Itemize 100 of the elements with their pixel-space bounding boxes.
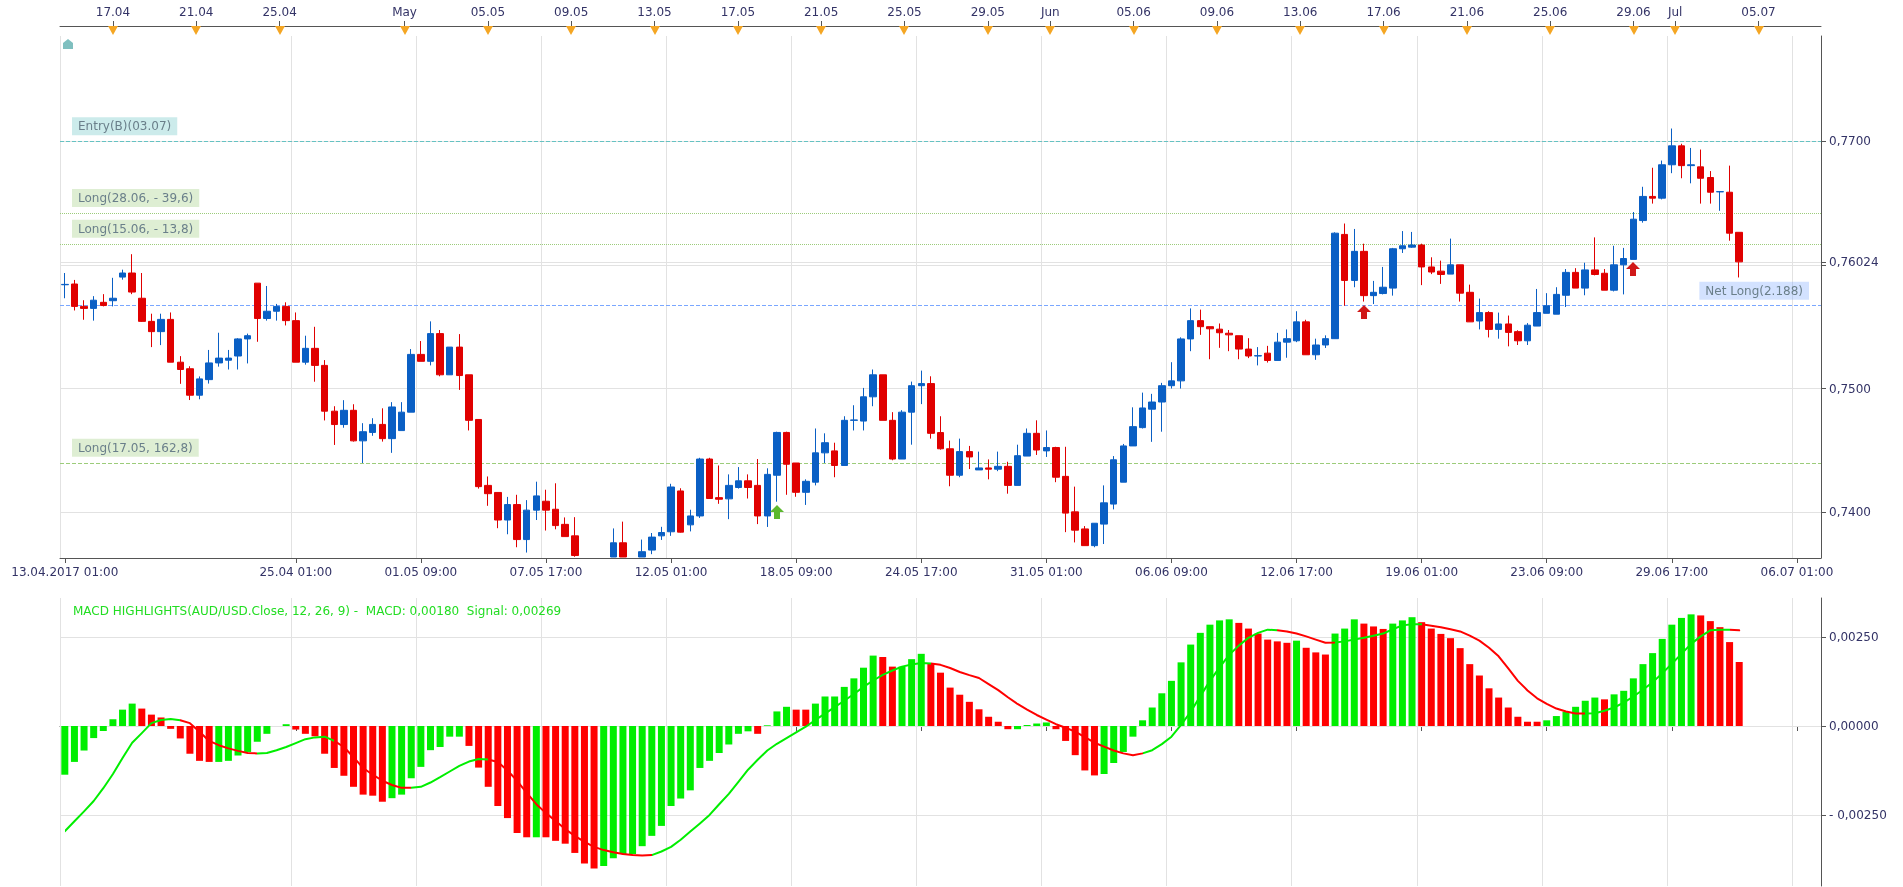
bar xyxy=(1148,707,1156,726)
x2-tick-label: 13.06 xyxy=(1283,5,1318,19)
candlestick xyxy=(1206,326,1214,360)
bar xyxy=(1600,699,1608,726)
candlestick xyxy=(1120,443,1127,483)
bar xyxy=(475,726,483,768)
x-tick-label: 24.05 17:00 xyxy=(884,565,958,579)
candlestick xyxy=(1437,260,1445,285)
bar xyxy=(821,696,829,726)
candlestick xyxy=(282,301,290,326)
candlestick xyxy=(513,494,521,548)
candlestick xyxy=(898,409,906,460)
y-tick-label: 0,7400 xyxy=(1829,505,1871,520)
bar xyxy=(850,678,858,726)
candlestick xyxy=(1014,444,1021,486)
candlestick xyxy=(1293,310,1300,343)
bar xyxy=(657,726,665,826)
candlestick xyxy=(1091,522,1098,548)
bar xyxy=(1687,614,1695,726)
bar xyxy=(1649,653,1657,726)
candlestick xyxy=(119,269,126,281)
candlestick xyxy=(100,293,107,307)
bar xyxy=(378,726,386,802)
bar xyxy=(1504,707,1512,726)
candlestick xyxy=(1312,338,1320,361)
candlestick xyxy=(956,438,963,478)
candlestick xyxy=(379,407,386,443)
bar xyxy=(388,726,396,799)
candlestick xyxy=(648,532,656,555)
text: MACD HIGHLIGHTS(AUD/USD.Close, 12, 26, 9) - MACD: 0,00180 Signal: 0,00269 xyxy=(73,604,562,618)
candlestick xyxy=(1707,170,1714,205)
candlestick xyxy=(1004,461,1012,495)
candlestick xyxy=(1283,328,1291,359)
x-tick-label: 13.04.2017 01:00 xyxy=(11,565,119,579)
bar xyxy=(734,726,742,734)
bar xyxy=(398,726,406,795)
candlestick xyxy=(1264,345,1271,364)
bar xyxy=(1071,726,1079,756)
bar xyxy=(138,708,146,726)
candlestick xyxy=(725,473,733,520)
candlestick xyxy=(109,277,117,307)
candlestick xyxy=(205,349,213,385)
bar xyxy=(1119,726,1127,752)
candlestick xyxy=(1187,307,1194,352)
line-series xyxy=(63,623,1741,857)
bar xyxy=(1456,648,1464,726)
y-tick-label: 0,00250 xyxy=(1829,630,1879,645)
x2-tick-label: 05.07 xyxy=(1741,5,1776,19)
candlestick xyxy=(792,462,800,498)
x2-tick-label: 25.06 xyxy=(1533,5,1568,19)
bar xyxy=(908,659,916,726)
candlestick xyxy=(735,466,742,490)
bar xyxy=(1716,627,1724,726)
bar xyxy=(1004,726,1012,730)
bar xyxy=(1139,720,1147,726)
candlestick xyxy=(1235,335,1243,360)
x2-tick-label: 21.05 xyxy=(803,5,839,19)
candlestick xyxy=(860,387,867,431)
bar xyxy=(90,726,98,739)
candlestick xyxy=(937,415,944,451)
bar xyxy=(1129,726,1137,737)
bar xyxy=(609,726,617,859)
candlestick xyxy=(1505,315,1512,347)
bar xyxy=(340,726,348,776)
bar xyxy=(1524,721,1531,726)
candlestick xyxy=(1023,427,1031,457)
candlestick xyxy=(273,303,280,322)
candlestick xyxy=(994,451,1002,472)
candlestick xyxy=(1197,309,1204,336)
candlestick xyxy=(561,516,569,538)
bar xyxy=(1110,726,1118,763)
candlestick xyxy=(1043,429,1050,458)
candlestick xyxy=(841,415,848,466)
candlestick xyxy=(638,539,646,558)
candlestick xyxy=(542,489,550,532)
bar xyxy=(80,726,88,751)
x2-tick-label: 29.05 xyxy=(970,5,1005,19)
bar xyxy=(523,726,531,838)
x-tick-label: 18.05 09:00 xyxy=(759,565,833,579)
bar xyxy=(1052,726,1060,730)
bar xyxy=(99,726,107,731)
bar xyxy=(1514,716,1522,726)
bar xyxy=(860,667,868,726)
candlestick xyxy=(350,403,357,443)
candlestick xyxy=(821,432,829,464)
bar xyxy=(1398,620,1406,726)
bar xyxy=(580,726,588,864)
bar xyxy=(455,726,463,737)
bar xyxy=(1331,633,1339,726)
candlestick xyxy=(687,509,694,532)
candlestick xyxy=(1620,247,1627,295)
bar xyxy=(696,726,704,768)
candlestick xyxy=(706,457,713,499)
bar xyxy=(109,719,117,726)
bar xyxy=(1697,615,1705,726)
candlestick xyxy=(1514,329,1522,346)
bar xyxy=(436,726,444,747)
bar xyxy=(1100,726,1108,774)
candlestick xyxy=(754,458,761,525)
bar xyxy=(446,726,454,737)
